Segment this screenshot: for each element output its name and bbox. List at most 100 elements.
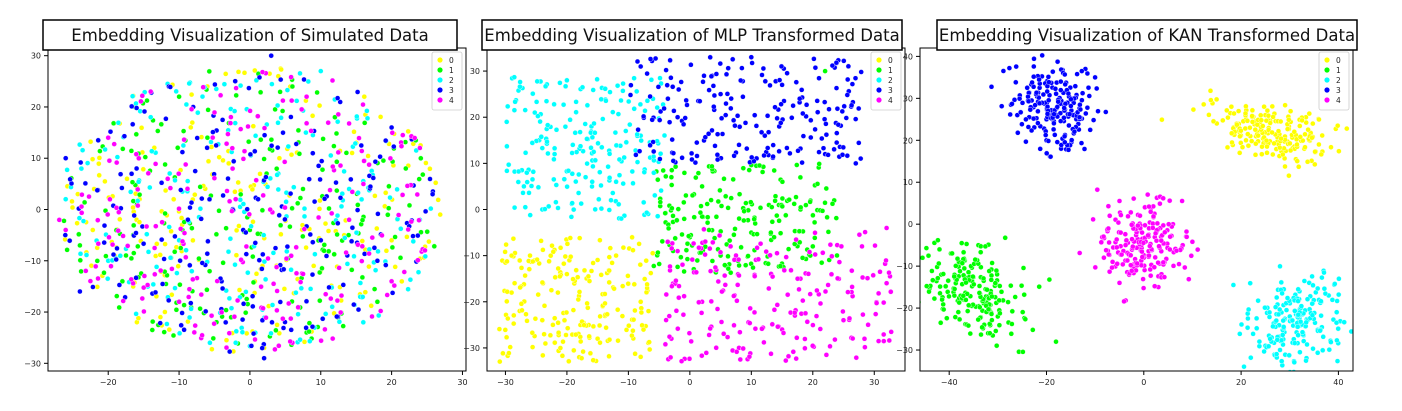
scatter-point-series-3	[371, 245, 378, 251]
scatter-point-series-1	[722, 262, 728, 268]
scatter-point-series-4	[759, 326, 765, 332]
scatter-point-series-2	[573, 109, 579, 115]
scatter-point-series-4	[1147, 243, 1153, 249]
scatter-point-series-2	[598, 205, 605, 212]
scatter-point-series-1	[314, 89, 320, 96]
scatter-point-series-1	[679, 231, 685, 238]
legend-marker	[876, 77, 882, 83]
scatter-point-series-2	[1261, 348, 1267, 355]
scatter-point-series-3	[116, 282, 123, 288]
scatter-point-series-3	[784, 70, 790, 76]
scatter-point-series-0	[96, 160, 102, 167]
scatter-point-series-4	[679, 262, 686, 268]
scatter-point-series-1	[944, 315, 950, 321]
scatter-point-series-4	[859, 243, 865, 250]
scatter-point-series-0	[1318, 151, 1325, 158]
scatter-point-series-0	[1312, 148, 1318, 155]
scatter-point-series-4	[712, 264, 719, 271]
scatter-point-series-1	[94, 258, 101, 264]
scatter-point-series-2	[599, 144, 605, 151]
scatter-point-series-1	[114, 293, 120, 299]
scatter-point-series-3	[128, 171, 135, 177]
scatter-point-series-3	[651, 148, 657, 155]
scatter-point-series-0	[573, 267, 579, 273]
scatter-point-series-0	[152, 253, 159, 259]
scatter-point-series-0	[606, 353, 612, 359]
scatter-point-series-1	[772, 198, 778, 204]
scatter-point-series-4	[838, 243, 845, 250]
scatter-point-series-1	[759, 169, 766, 175]
scatter-point-series-4	[1176, 261, 1182, 267]
scatter-point-series-4	[1150, 213, 1157, 220]
scatter-point-series-0	[1259, 151, 1265, 157]
scatter-point-series-0	[555, 265, 561, 272]
scatter-point-series-2	[261, 258, 268, 265]
scatter-point-series-2	[76, 141, 83, 148]
scatter-point-series-3	[688, 150, 695, 157]
scatter-point-series-4	[877, 269, 883, 275]
scatter-point-series-1	[924, 283, 930, 289]
scatter-point-series-0	[1245, 131, 1251, 137]
scatter-point-series-3	[663, 67, 669, 73]
scatter-point-series-0	[552, 315, 558, 321]
scatter-point-series-2	[76, 215, 83, 221]
scatter-point-series-0	[1257, 112, 1264, 119]
scatter-point-series-1	[237, 191, 244, 198]
scatter-point-series-4	[875, 290, 882, 297]
scatter-point-series-0	[590, 323, 597, 330]
scatter-point-series-3	[661, 105, 667, 112]
scatter-point-series-1	[697, 209, 704, 216]
scatter-point-series-2	[1341, 319, 1347, 325]
scatter-point-series-4	[226, 198, 233, 205]
scatter-point-series-1	[61, 218, 67, 224]
scatter-point-series-4	[147, 88, 154, 95]
scatter-point-series-3	[1084, 70, 1091, 77]
scatter-point-series-2	[1333, 320, 1340, 326]
scatter-point-series-1	[204, 134, 211, 141]
scatter-point-series-0	[1302, 131, 1308, 138]
scatter-point-series-0	[1344, 125, 1350, 132]
scatter-point-series-0	[638, 299, 644, 305]
scatter-point-series-2	[387, 194, 393, 201]
scatter-point-series-4	[416, 217, 422, 223]
scatter-point-series-1	[306, 328, 312, 335]
scatter-point-series-1	[986, 268, 992, 274]
scatter-point-series-2	[557, 80, 563, 86]
scatter-point-series-3	[719, 131, 726, 137]
chart-title: Embedding Visualization of MLP Transform…	[484, 26, 899, 45]
scatter-point-series-1	[769, 204, 775, 210]
scatter-point-series-1	[715, 198, 721, 205]
scatter-point-series-3	[389, 290, 396, 296]
scatter-point-series-3	[1039, 52, 1045, 59]
scatter-point-series-1	[321, 242, 327, 248]
scatter-point-series-4	[107, 196, 113, 203]
scatter-point-series-1	[296, 151, 303, 157]
scatter-point-series-2	[352, 140, 358, 147]
scatter-point-series-4	[1189, 239, 1196, 245]
scatter-point-series-2	[553, 199, 559, 205]
scatter-point-series-2	[578, 200, 584, 207]
scatter-point-series-3	[1087, 127, 1093, 133]
scatter-point-series-3	[340, 282, 346, 288]
scatter-point-series-1	[797, 239, 803, 246]
scatter-point-series-0	[1228, 103, 1235, 110]
scatter-point-series-0	[362, 289, 368, 295]
scatter-point-series-1	[713, 214, 720, 220]
scatter-point-series-1	[77, 242, 83, 249]
scatter-point-series-1	[197, 306, 203, 312]
scatter-point-series-0	[588, 268, 595, 274]
scatter-point-series-4	[865, 322, 871, 328]
scatter-point-series-4	[1114, 261, 1120, 267]
scatter-point-series-4	[229, 165, 236, 172]
scatter-point-series-0	[89, 156, 96, 162]
scatter-point-series-2	[603, 98, 609, 104]
scatter-point-series-3	[844, 92, 850, 98]
scatter-point-series-0	[584, 300, 590, 307]
scatter-point-series-3	[232, 78, 238, 84]
scatter-point-series-0	[508, 252, 515, 259]
scatter-point-series-1	[777, 230, 784, 236]
scatter-point-series-1	[996, 322, 1003, 328]
scatter-point-series-3	[779, 82, 785, 88]
scatter-point-series-4	[282, 159, 288, 165]
scatter-point-series-4	[224, 188, 230, 194]
